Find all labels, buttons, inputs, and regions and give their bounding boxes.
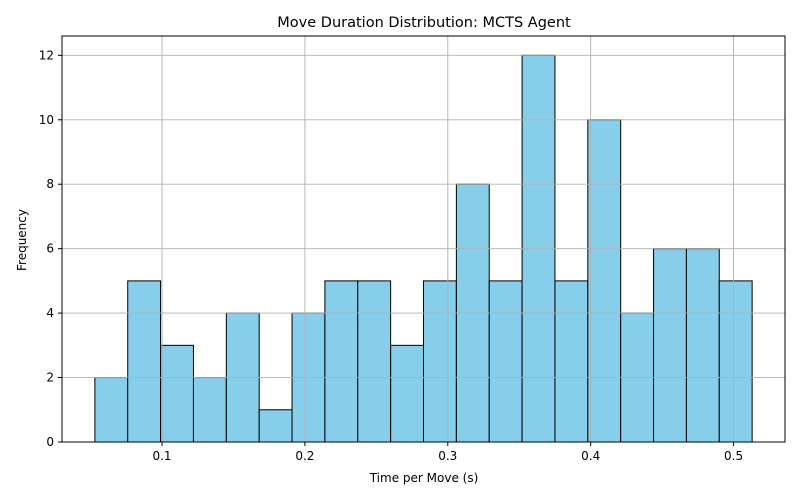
x-axis-ticks: 0.1 0.2 0.3 0.4 0.5 xyxy=(152,442,743,463)
histogram-bar xyxy=(685,248,720,443)
y-tick-label: 6 xyxy=(46,242,54,256)
histogram-bar xyxy=(192,377,227,443)
y-tick-label: 2 xyxy=(46,371,54,385)
x-tick-label: 0.5 xyxy=(724,449,743,463)
chart-title: Move Duration Distribution: MCTS Agent xyxy=(277,15,571,31)
histogram-bar xyxy=(423,280,457,443)
x-tick-label: 0.4 xyxy=(581,449,600,463)
x-axis-label: Time per Move (s) xyxy=(369,471,479,485)
histogram-bar xyxy=(390,344,424,443)
y-axis-label: Frequency xyxy=(15,209,29,271)
x-tick-label: 0.2 xyxy=(295,449,314,463)
histogram-bar xyxy=(357,280,392,443)
histogram-bar xyxy=(718,280,753,443)
histogram-bar xyxy=(160,344,194,443)
histogram-bar xyxy=(488,280,523,443)
plot-frame xyxy=(61,35,786,443)
y-tick-label: 4 xyxy=(46,306,54,320)
histogram-bar xyxy=(324,280,359,443)
histogram-bar xyxy=(587,119,622,443)
y-axis-ticks: 0 2 4 6 8 10 12 xyxy=(39,48,62,449)
y-tick-label: 10 xyxy=(39,113,54,127)
x-tick-label: 0.3 xyxy=(438,449,457,463)
y-tick-label: 0 xyxy=(46,435,54,449)
y-tick-label: 8 xyxy=(46,177,54,191)
histogram-bar xyxy=(94,377,129,443)
histogram-bar xyxy=(258,409,293,443)
y-tick-label: 12 xyxy=(39,48,54,62)
histogram-bar xyxy=(127,280,162,443)
histogram-bar xyxy=(653,248,687,443)
bars-group xyxy=(94,54,753,443)
x-tick-label: 0.1 xyxy=(152,449,171,463)
histogram-bar xyxy=(554,280,589,443)
